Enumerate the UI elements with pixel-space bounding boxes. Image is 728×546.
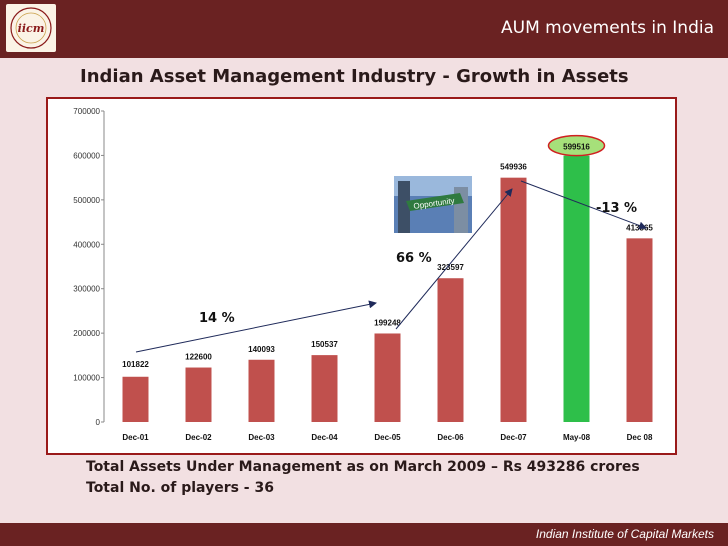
y-tick-label: 700000 (73, 107, 100, 116)
iicm-logo: iicm (6, 4, 56, 52)
bar-dec-04 (311, 355, 338, 422)
data-label: 413365 (626, 223, 653, 232)
bar-dec-02 (185, 367, 212, 422)
y-tick-label: 100000 (73, 374, 100, 383)
x-tick-label: May-08 (563, 433, 591, 442)
y-tick-label: 400000 (73, 240, 100, 249)
x-tick-label: Dec-02 (185, 433, 212, 442)
bar-may-08 (563, 155, 590, 422)
footer-org-name: Indian Institute of Capital Markets (535, 527, 714, 541)
data-label: 150537 (311, 340, 338, 349)
bar-dec-08 (626, 238, 653, 422)
x-tick-label: Dec-07 (500, 433, 527, 442)
x-tick-label: Dec-05 (374, 433, 401, 442)
data-label: 101822 (122, 360, 149, 369)
data-label: 323597 (437, 263, 464, 272)
annotation-neg13-percent: -13 % (596, 201, 637, 216)
bar-chart: 0 100000 200000 300000 400000 500000 600000 700… (73, 107, 653, 442)
footnote-players: Total No. of players - 36 (86, 480, 274, 496)
y-tick-label: 0 (96, 418, 101, 427)
x-tick-label: Dec-03 (248, 433, 275, 442)
data-label: 599516 (563, 143, 590, 152)
trend-arrow-66 (395, 188, 513, 330)
x-tick-label: Dec-04 (311, 433, 338, 442)
footer-bar: Indian Institute of Capital Markets (0, 523, 728, 546)
x-tick-label: Dec-06 (437, 433, 464, 442)
data-label: 199248 (374, 318, 401, 327)
y-tick-label: 600000 (73, 151, 100, 160)
x-tick-label: Dec-01 (122, 433, 149, 442)
chart-subtitle: Indian Asset Management Industry - Growt… (80, 66, 629, 87)
data-label: 140093 (248, 345, 275, 354)
x-tick-label: Dec 08 (627, 433, 653, 442)
annotation-66-percent: 66 % (396, 251, 432, 266)
header-bar: iicm AUM movements in India (0, 0, 728, 58)
bar-dec-01 (122, 376, 149, 422)
y-tick-label: 300000 (73, 285, 100, 294)
data-label: 122600 (185, 353, 212, 362)
trend-arrow-14 (135, 300, 377, 353)
y-tick-label: 200000 (73, 329, 100, 338)
logo-emblem-icon: iicm (10, 7, 52, 49)
slide-title: AUM movements in India (501, 18, 714, 38)
bar-dec-05 (374, 333, 401, 422)
opportunity-image: Opportunity (394, 176, 472, 233)
highlight-label-oval (547, 134, 606, 157)
data-label: 549936 (500, 163, 527, 172)
trend-arrow-neg13 (520, 180, 647, 230)
bar-dec-03 (248, 359, 275, 422)
y-tick-label: 500000 (73, 196, 100, 205)
annotation-14-percent: 14 % (199, 311, 235, 326)
bar-dec-07 (500, 177, 527, 422)
bar-dec-06 (437, 278, 464, 422)
footnote-total-aum: Total Assets Under Management as on Marc… (86, 459, 640, 475)
logo-text: iicm (18, 22, 45, 35)
